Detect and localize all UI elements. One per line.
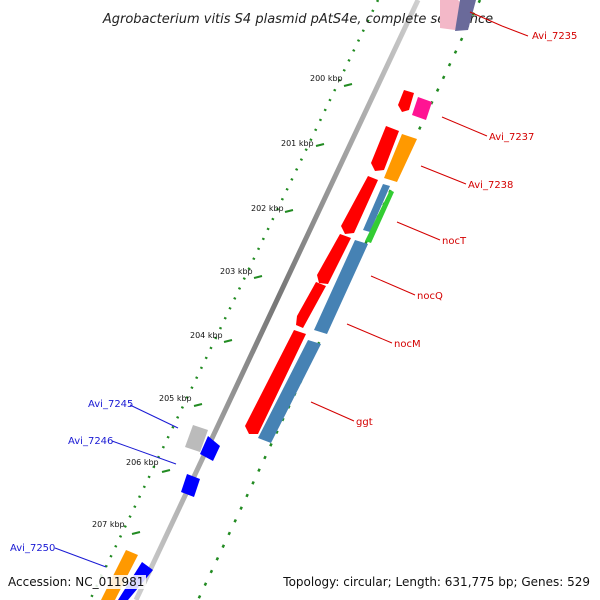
gene-label-avi-7235[interactable]: Avi_7235 [532,31,577,42]
gene-avi-7245-feature[interactable] [185,425,208,452]
gene-label-ggt[interactable]: ggt [356,417,373,428]
gene-label-noct[interactable]: nocT [442,236,467,247]
gene-label-avi-7237[interactable]: Avi_7237 [489,132,534,143]
gene-avi-7237-feature[interactable] [412,97,432,120]
kbp-label-206: 206 kbp [126,458,159,467]
gene-nocT-feature[interactable] [365,190,394,243]
gene-nocQ-feature[interactable] [314,240,368,334]
gene-red-feature-5[interactable] [245,330,306,434]
gene-label-avi-7250[interactable]: Avi_7250 [10,543,55,554]
accession-text: Accession: NC_011981 [6,575,147,589]
backbone [133,0,421,600]
gene-label-nocm[interactable]: nocM [394,339,421,350]
gene-red-feature-2[interactable] [341,176,378,234]
gene-reverse-feature-nocT-blue[interactable] [363,184,390,232]
topology-text: Topology: circular; Length: 631,775 bp; … [281,575,592,589]
gene-red-feature-1[interactable] [371,126,399,171]
gene-avi-7235-rev-feature[interactable] [455,0,476,31]
kbp-label-204: 204 kbp [190,331,223,340]
kbp-label-203: 203 kbp [220,267,253,276]
gene-red-feature-3[interactable] [317,234,351,284]
gene-red-feature-4[interactable] [296,282,326,328]
gene-red-small-feature[interactable] [398,90,414,112]
gene-label-nocq[interactable]: nocQ [417,291,443,302]
gene-ggt-feature[interactable] [258,340,321,443]
gene-label-avi-7246[interactable]: Avi_7246 [68,436,113,447]
gene-avi-7246-feature[interactable] [200,436,220,461]
kbp-label-200: 200 kbp [310,74,343,83]
kbp-label-207: 207 kbp [92,520,125,529]
kbp-ticks [131,83,353,535]
kbp-label-201: 201 kbp [281,139,314,148]
kbp-label-205: 205 kbp [159,394,192,403]
gene-avi-7238-feature[interactable] [384,134,417,182]
gene-label-avi-7238[interactable]: Avi_7238 [468,180,513,191]
gc-track-outer [88,0,380,600]
gene-label-avi-7245[interactable]: Avi_7245 [88,399,133,410]
leader-lines [54,11,529,568]
kbp-label-202: 202 kbp [251,204,284,213]
gene-blue-feature-2[interactable] [181,474,200,497]
map-title: Agrobacterium vitis S4 plasmid pAtS4e, c… [102,12,493,27]
